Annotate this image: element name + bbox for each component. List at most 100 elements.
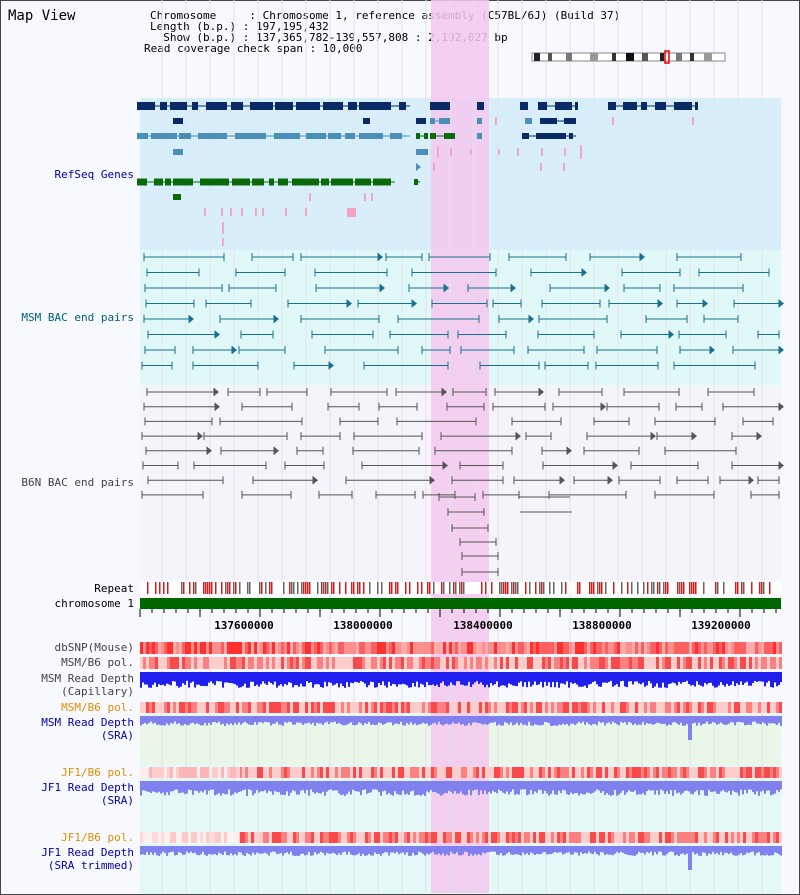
jf1-b6-pol-cell <box>356 767 359 778</box>
gene-exon <box>564 118 576 124</box>
msm-capillary-depth-bar <box>262 672 264 682</box>
msm-capillary-depth-bar <box>358 672 360 683</box>
msm-sra-pol-cell <box>587 702 590 713</box>
jf1-sra-depth-bar <box>660 781 662 790</box>
jf1-b6-pol-cell <box>452 767 455 778</box>
dbsnp-cell <box>335 642 338 654</box>
track-label-refseq-genes[interactable]: RefSeq Genes <box>54 168 134 181</box>
gene-arrow <box>416 163 421 171</box>
jf1-trim-depth-bar <box>600 846 602 852</box>
dbsnp-cell <box>191 642 194 654</box>
msm-sra-pol-cell <box>320 702 323 713</box>
jf1-b6-pol-cell <box>491 767 494 778</box>
jf1-trim-depth-bar <box>606 846 608 854</box>
jf1-sra-depth-bar <box>264 781 266 791</box>
jf1-b6-pol-cell <box>671 767 674 778</box>
msm-sra-depth-bar <box>758 716 760 724</box>
jf1-sra-depth-bar <box>612 781 614 796</box>
jf1-trim-pol-cell <box>722 832 725 843</box>
gene-exon <box>160 102 167 110</box>
jf1-trim-depth-bar <box>598 846 600 856</box>
msm-capillary-depth-bar <box>454 672 456 686</box>
gene-exon <box>477 118 482 124</box>
jf1-trim-pol-cell <box>605 832 608 843</box>
gene-exon <box>695 102 698 110</box>
msm-sra-depth-bar <box>724 716 726 725</box>
msm-b6-pol-cell <box>626 657 629 669</box>
msm-capillary-depth-bar <box>402 672 404 684</box>
track-label-b6n-bac[interactable]: B6N BAC end pairs <box>21 476 134 489</box>
jf1-trim-pol-cell <box>461 832 464 843</box>
track-label-msm-bac[interactable]: MSM BAC end pairs <box>21 311 134 324</box>
jf1-trim-depth-bar <box>158 846 160 856</box>
dbsnp-cell <box>572 642 575 654</box>
jf1-trim-pol-cell <box>632 832 635 843</box>
jf1-sra-depth-bar <box>750 781 752 790</box>
jf1-sra-depth-bar <box>766 781 768 791</box>
msm-sra-depth-bar <box>610 716 612 725</box>
jf1-sra-depth-bar <box>328 781 330 791</box>
msm-sra-depth-bar <box>554 716 556 726</box>
msm-sra-depth-bar <box>760 716 762 725</box>
jf1-b6-pol-cell <box>530 767 533 778</box>
jf1-b6-pol-cell <box>701 767 704 778</box>
msm-sra-depth-bar <box>506 716 508 724</box>
msm-capillary-depth-bar <box>650 672 652 684</box>
repeat-element <box>429 582 431 594</box>
dbsnp-cell <box>401 642 404 654</box>
jf1-sra-depth-bar <box>218 781 220 794</box>
msm-sra-pol-cell <box>638 702 641 713</box>
jf1-sra-depth-bar <box>664 781 666 794</box>
msm-sra-pol-cell <box>350 702 353 713</box>
msm-capillary-depth-bar <box>536 672 538 686</box>
jf1-trim-pol-cell <box>485 832 488 843</box>
msm-b6-pol-cell <box>197 657 200 669</box>
repeat-element <box>381 582 383 594</box>
jf1-sra-depth-bar <box>732 781 734 791</box>
msm-sra-depth-bar <box>544 716 546 722</box>
repeat-element <box>657 582 659 594</box>
jf1-trim-depth-bar <box>200 846 202 855</box>
dbsnp-cell <box>719 642 722 654</box>
repeat-element <box>449 582 451 594</box>
msm-capillary-depth-bar <box>700 672 702 686</box>
jf1-b6-pol-cell <box>650 767 653 778</box>
dbsnp-cell <box>458 642 461 654</box>
msm-sra-pol-cell <box>491 702 494 713</box>
jf1-trim-pol-cell <box>449 832 452 843</box>
repeat-element <box>235 582 237 594</box>
msm-capillary-depth-bar <box>694 672 696 687</box>
msm-sra-pol-cell <box>185 702 188 713</box>
jf1-trim-depth-bar <box>282 846 284 856</box>
msm-sra-pol-cell <box>515 702 518 713</box>
jf1-trim-depth-bar <box>380 846 382 856</box>
gene-exon <box>348 102 357 110</box>
msm-sra-pol-cell <box>356 702 359 713</box>
msm-sra-depth-bar <box>302 716 304 725</box>
jf1-trim-depth-bar <box>212 846 214 855</box>
msm-sra-depth-bar <box>512 716 514 726</box>
msm-b6-pol-cell <box>665 657 668 669</box>
jf1-sra-depth-bar <box>334 781 336 791</box>
msm-sra-pol-cell <box>662 702 665 713</box>
msm-capillary-depth-bar <box>380 672 382 686</box>
msm-capillary-depth-bar <box>718 672 720 686</box>
msm-sra-pol-cell <box>191 702 194 713</box>
jf1-trim-depth-bar <box>386 846 388 853</box>
msm-b6-pol-cell <box>167 657 170 669</box>
msm-sra-pol-cell <box>758 702 761 713</box>
msm-sra-depth-bar <box>160 716 162 726</box>
msm-b6-pol-cell <box>656 657 659 669</box>
msm-capillary-depth-bar <box>774 672 776 683</box>
jf1-sra-depth-bar <box>454 781 456 792</box>
dbsnp-cell <box>608 642 611 654</box>
msm-sra-pol-cell <box>683 702 686 713</box>
repeat-element <box>543 582 545 594</box>
jf1-sra-depth-bar <box>320 781 322 794</box>
msm-sra-depth-bar <box>602 716 604 723</box>
jf1-sra-depth-bar <box>586 781 588 793</box>
jf1-trim-pol-cell <box>353 832 356 843</box>
msm-sra-pol-cell <box>764 702 767 713</box>
jf1-trim-depth-bar <box>318 846 320 854</box>
